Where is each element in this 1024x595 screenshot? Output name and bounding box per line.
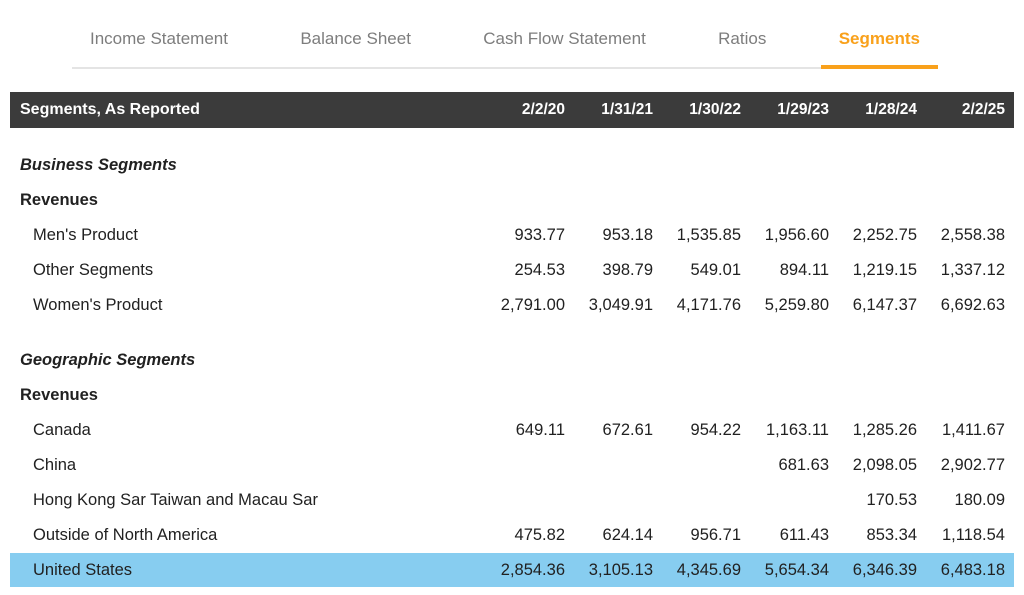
cell-value: 1,337.12	[940, 261, 1005, 279]
cell-value: 954.22	[690, 421, 741, 439]
column-header: 1/31/21	[601, 101, 653, 118]
tab-cash-flow-statement[interactable]: Cash Flow Statement	[483, 29, 646, 48]
cell-value: 649.11	[515, 421, 565, 439]
cell-value: 5,259.80	[764, 296, 829, 314]
cell-value: 3,105.13	[588, 560, 653, 579]
cell-value: 4,345.69	[676, 560, 741, 579]
cell-value: 5,654.34	[764, 560, 829, 579]
cell-value: 894.11	[779, 261, 829, 279]
column-header: 1/29/23	[777, 101, 829, 118]
cell-value: 254.53	[514, 261, 565, 279]
cell-value: 2,854.36	[500, 560, 565, 579]
cell-value: 170.53	[866, 491, 917, 509]
table-row[interactable]: Women's Product 2,791.00 3,049.91 4,171.76 5…	[10, 288, 1014, 323]
cell-value: 4,171.76	[676, 296, 741, 314]
cell-value: 1,219.15	[852, 261, 917, 279]
cell-value: 2,098.05	[852, 456, 917, 474]
section-subheader: Revenues	[20, 191, 98, 209]
tab-bar: Income Statement Balance Sheet Cash Flow S…	[72, 0, 938, 69]
table-row[interactable]: Outside of North America 475.82 624.14 956.…	[10, 518, 1014, 553]
tab-segments[interactable]: Segments	[820, 29, 938, 69]
cell-value: 1,411.67	[941, 421, 1005, 439]
cell-value: 956.71	[690, 526, 741, 544]
cell-value: 6,483.18	[940, 560, 1005, 579]
tab-ratios[interactable]: Ratios	[718, 29, 767, 48]
column-header: 2/2/25	[961, 101, 1005, 118]
row-label: China	[33, 456, 77, 474]
tab-balance-sheet[interactable]: Balance Sheet	[300, 29, 411, 48]
table-row[interactable]: Canada 649.11 672.61 954.22 1,163.11 1,285.26…	[10, 413, 1014, 448]
cell-value: 398.79	[602, 261, 653, 279]
row-label: Other Segments	[33, 261, 154, 279]
column-header: 1/28/24	[865, 101, 917, 118]
table-row[interactable]: China 681.63 2,098.05 2,902.77	[10, 448, 1014, 483]
cell-value: 624.14	[602, 526, 653, 544]
tab-income-statement[interactable]: Income Statement	[90, 29, 228, 48]
cell-value: 2,902.77	[940, 456, 1005, 474]
cell-value: 6,147.37	[852, 296, 917, 314]
cell-value: 1,163.11	[765, 421, 829, 439]
row-label: Canada	[33, 421, 91, 439]
cell-value: 549.01	[690, 261, 741, 279]
row-label: Men's Product	[33, 226, 138, 244]
section-title: Geographic Segments	[20, 351, 196, 369]
section-title: Business Segments	[20, 156, 177, 174]
cell-value: 1,118.54	[941, 526, 1005, 544]
cell-value: 180.09	[954, 491, 1005, 509]
row-label: United States	[33, 560, 133, 579]
cell-value: 853.34	[866, 526, 917, 544]
column-header: 1/30/22	[689, 101, 741, 118]
table-header-bar: Segments, As Reported 2/2/20 1/31/21 1/30/…	[10, 92, 1014, 128]
table-body: Business Segments Revenues Men's Product 93…	[0, 148, 1024, 587]
column-header: 2/2/20	[521, 101, 565, 118]
table-row[interactable]: Men's Product 933.77 953.18 1,535.85 1,956.6…	[10, 218, 1014, 253]
cell-value: 2,791.00	[500, 296, 565, 314]
table-row[interactable]: Other Segments 254.53 398.79 549.01 894.11 1,…	[10, 253, 1014, 288]
row-label: Hong Kong Sar Taiwan and Macau Sar	[33, 491, 318, 509]
cell-value: 1,956.60	[764, 226, 829, 244]
section-subheader: Revenues	[20, 386, 98, 404]
cell-value: 6,692.63	[940, 296, 1005, 314]
cell-value: 1,535.85	[676, 226, 741, 244]
table-row[interactable]: United States 2,854.36 3,105.13 4,345.69 5,6…	[10, 553, 1014, 587]
cell-value: 672.61	[602, 421, 653, 439]
cell-value: 2,558.38	[940, 226, 1005, 244]
cell-value: 2,252.75	[852, 226, 917, 244]
cell-value: 6,346.39	[852, 560, 917, 579]
row-label: Women's Product	[33, 296, 163, 314]
cell-value: 953.18	[602, 226, 653, 244]
cell-value: 681.63	[778, 456, 829, 474]
cell-value: 475.82	[514, 526, 565, 544]
table-row[interactable]: Hong Kong Sar Taiwan and Macau Sar 170.53…	[10, 483, 1014, 518]
cell-value: 3,049.91	[588, 296, 653, 314]
table-title: Segments, As Reported	[20, 101, 200, 118]
cell-value: 933.77	[514, 226, 565, 244]
cell-value: 611.43	[779, 526, 829, 544]
cell-value: 1,285.26	[852, 421, 917, 439]
row-label: Outside of North America	[33, 526, 218, 544]
